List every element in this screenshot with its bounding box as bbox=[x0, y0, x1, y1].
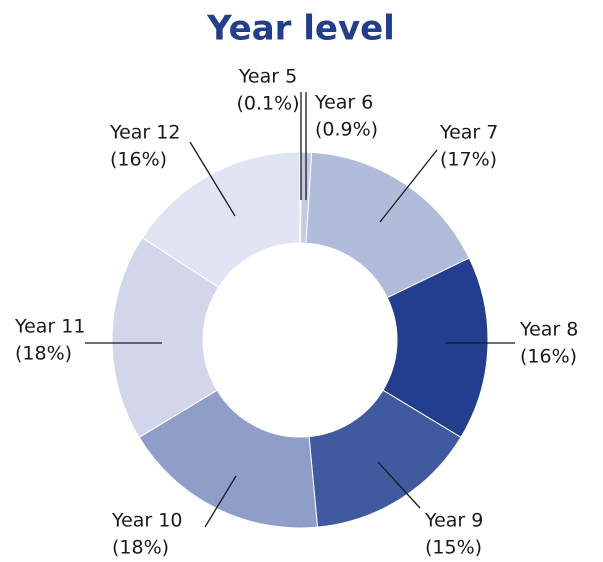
donut-slice bbox=[111, 236, 220, 439]
donut-slice bbox=[305, 151, 470, 299]
slice-value-label: (0.9%) bbox=[315, 119, 378, 141]
slice-label: Year 8 bbox=[519, 319, 578, 341]
slice-value-label: (15%) bbox=[425, 537, 482, 559]
slice-value-label: (16%) bbox=[520, 346, 577, 368]
chart-title: Year level bbox=[206, 9, 395, 49]
slice-value-label: (17%) bbox=[440, 149, 497, 171]
leader-line bbox=[377, 461, 421, 509]
donut-slice bbox=[382, 257, 489, 439]
slice-label: Year 10 bbox=[111, 510, 182, 532]
donut-slice bbox=[138, 389, 319, 529]
slice-label: Year 11 bbox=[14, 316, 85, 338]
slice-label: Year 5 bbox=[238, 66, 297, 88]
slice-value-label: (16%) bbox=[110, 149, 167, 171]
slice-label: Year 12 bbox=[109, 122, 180, 144]
slice-label: Year 6 bbox=[314, 92, 373, 114]
donut-slice bbox=[141, 151, 301, 288]
slice-value-label: (0.1%) bbox=[236, 93, 299, 115]
slice-label: Year 9 bbox=[424, 510, 483, 532]
slice-value-label: (18%) bbox=[112, 537, 169, 559]
leader-line bbox=[204, 475, 237, 528]
slice-label: Year 7 bbox=[439, 122, 498, 144]
slice-value-label: (18%) bbox=[15, 343, 72, 365]
leader-line bbox=[379, 149, 438, 223]
leader-line bbox=[189, 141, 236, 217]
